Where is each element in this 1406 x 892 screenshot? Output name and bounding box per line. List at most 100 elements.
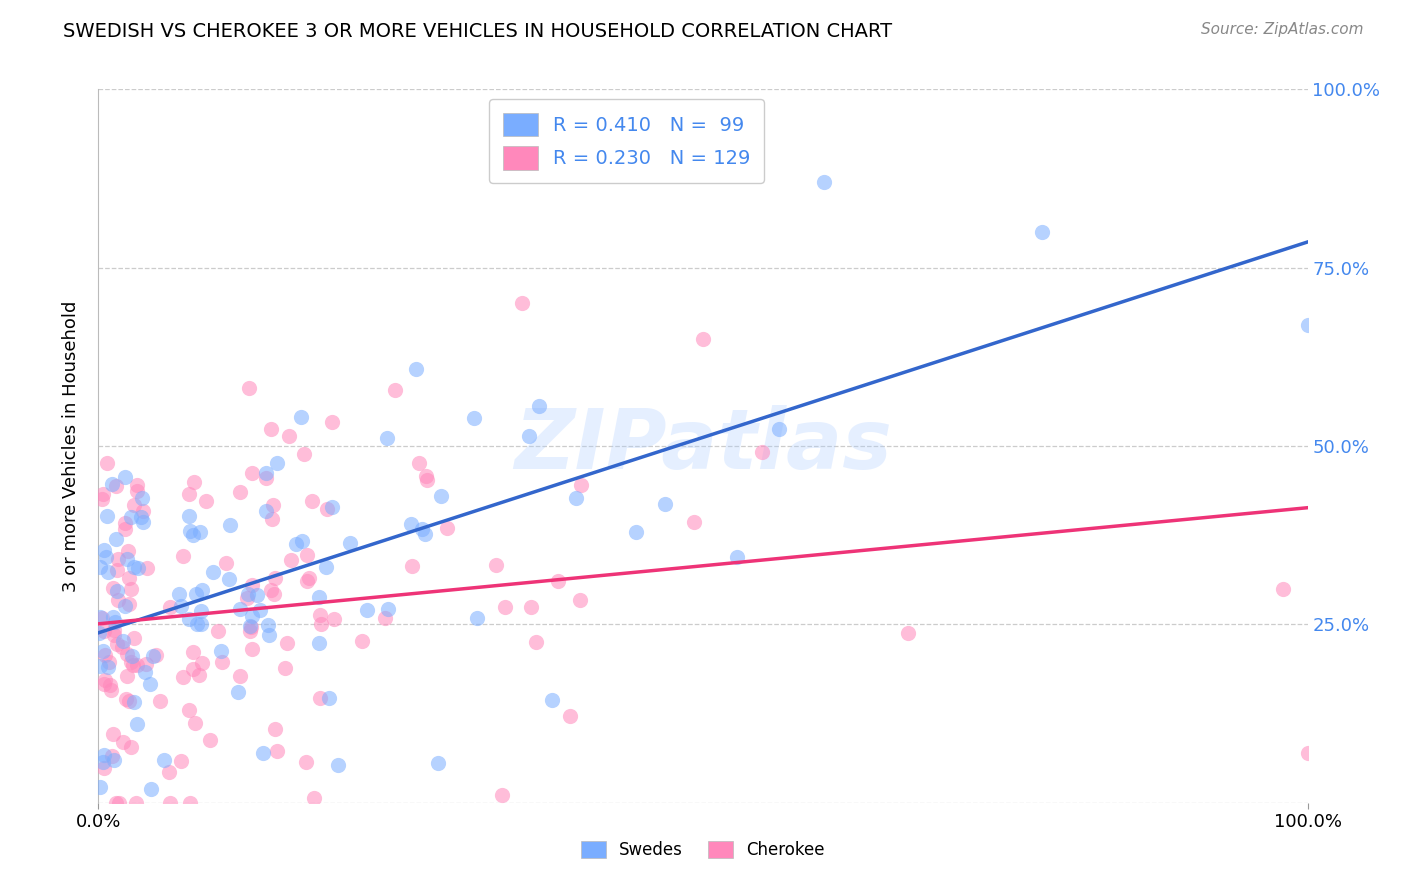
Point <box>517 428 540 442</box>
Point <box>266 456 288 470</box>
Point <box>103 623 125 637</box>
Point <box>132 504 155 518</box>
Point <box>101 609 124 624</box>
Point <box>104 615 127 629</box>
Point <box>654 497 676 511</box>
Point <box>218 572 240 586</box>
Text: SWEDISH VS CHEROKEE 3 OR MORE VEHICLES IN HOUSEHOLD CORRELATION CHART: SWEDISH VS CHEROKEE 3 OR MORE VEHICLES I… <box>63 22 893 41</box>
Point <box>135 657 157 672</box>
Point <box>326 757 349 772</box>
Point <box>117 543 139 558</box>
Point <box>751 445 773 459</box>
Point <box>254 471 277 485</box>
Point <box>1031 225 1053 239</box>
Point <box>485 558 508 572</box>
Point <box>624 524 647 539</box>
Point <box>89 559 111 574</box>
Point <box>120 510 142 524</box>
Point <box>692 332 714 346</box>
Point <box>179 509 201 524</box>
Point <box>405 361 427 376</box>
Point <box>129 510 152 524</box>
Point <box>114 469 136 483</box>
Point <box>184 587 207 601</box>
Point <box>107 593 129 607</box>
Point <box>228 685 250 699</box>
Point <box>93 542 115 557</box>
Point <box>121 657 143 672</box>
Point <box>135 561 157 575</box>
Point <box>170 599 193 613</box>
Point <box>134 665 156 679</box>
Point <box>115 552 138 566</box>
Point <box>125 658 148 673</box>
Point <box>308 690 330 705</box>
Point <box>142 649 165 664</box>
Point <box>416 473 439 487</box>
Point <box>152 753 174 767</box>
Point <box>295 574 318 588</box>
Point <box>276 636 298 650</box>
Point <box>408 456 430 470</box>
Point <box>111 735 134 749</box>
Point <box>190 603 212 617</box>
Point <box>91 755 114 769</box>
Point <box>321 500 343 515</box>
Point <box>198 733 221 747</box>
Point <box>315 559 337 574</box>
Point <box>298 571 321 585</box>
Point <box>377 602 399 616</box>
Point <box>682 515 704 529</box>
Point <box>318 690 340 705</box>
Point <box>631 153 654 168</box>
Point <box>207 624 229 638</box>
Point <box>105 532 128 546</box>
Point <box>100 476 122 491</box>
Point <box>103 753 125 767</box>
Point <box>127 478 149 492</box>
Point <box>401 559 423 574</box>
Point <box>301 494 323 508</box>
Point <box>295 548 318 562</box>
Point <box>91 487 114 501</box>
Point <box>242 608 264 623</box>
Point <box>149 694 172 708</box>
Point <box>127 483 149 498</box>
Point <box>264 571 287 585</box>
Point <box>127 561 149 575</box>
Point <box>117 647 139 661</box>
Point <box>411 522 433 536</box>
Point <box>195 493 218 508</box>
Point <box>527 399 550 413</box>
Point <box>89 780 111 794</box>
Point <box>263 723 285 737</box>
Point <box>139 677 162 691</box>
Point <box>120 739 142 754</box>
Point <box>167 587 190 601</box>
Point <box>101 748 124 763</box>
Point <box>375 431 398 445</box>
Point <box>401 516 423 531</box>
Point <box>291 534 314 549</box>
Point <box>96 456 118 470</box>
Point <box>114 522 136 536</box>
Point <box>170 754 193 768</box>
Legend: Swedes, Cherokee: Swedes, Cherokee <box>574 834 832 866</box>
Point <box>239 624 262 638</box>
Point <box>280 553 302 567</box>
Point <box>181 527 204 541</box>
Point <box>94 648 117 663</box>
Point <box>127 716 149 731</box>
Point <box>292 447 315 461</box>
Point <box>93 748 115 763</box>
Point <box>115 692 138 706</box>
Point <box>415 469 437 483</box>
Point <box>240 467 263 481</box>
Point <box>89 659 111 673</box>
Point <box>246 588 269 602</box>
Point <box>179 524 201 538</box>
Point <box>725 550 748 565</box>
Point <box>191 656 214 670</box>
Point <box>159 796 181 810</box>
Point <box>114 516 136 530</box>
